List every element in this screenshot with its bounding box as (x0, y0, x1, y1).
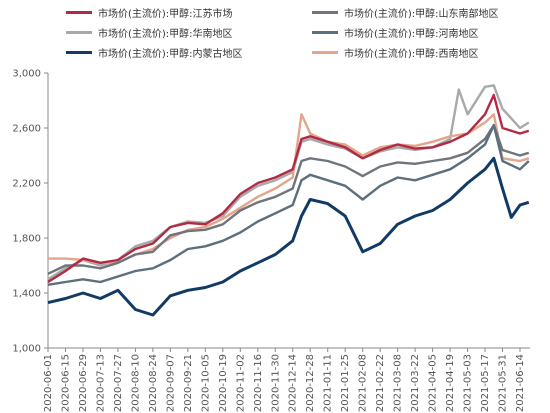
series-jiangsu-line (47, 93, 530, 284)
series-shandong-line (47, 123, 530, 275)
x-tick-label: 2020-09-21 (183, 354, 194, 412)
legend-item-henan: 市场价(主流价):甲醇:河南地区 (312, 25, 479, 40)
legend: 市场价(主流价):甲醇:江苏市场 市场价(主流价):甲醇:山东南部地区 市场价(… (0, 0, 550, 60)
x-tick-label: 2020-08-10 (130, 354, 141, 412)
x-tick-label: 2020-10-05 (200, 354, 211, 412)
y-tick-label: 1,000 (12, 344, 41, 355)
x-tick-label: 2021-05-17 (480, 354, 491, 412)
x-tick-label: 2020-07-27 (113, 354, 124, 412)
legend-item-xinan: 市场价(主流价):甲醇:西南地区 (312, 45, 479, 60)
x-tick-label: 2021-01-25 (340, 354, 351, 412)
x-tick-label: 2021-02-22 (375, 354, 386, 412)
y-tick-label: 2,600 (12, 124, 41, 135)
legend-item-shandong: 市场价(主流价):甲醇:山东南部地区 (312, 5, 499, 20)
x-tick-label: 2021-03-08 (393, 354, 404, 412)
x-tick-label: 2021-02-08 (358, 354, 369, 412)
legend-swatch-jiangsu (66, 11, 92, 14)
x-tick-label: 2020-11-30 (270, 354, 281, 412)
x-tick-label: 2021-04-05 (428, 354, 439, 412)
x-tick-label: 2020-08-24 (148, 354, 159, 412)
series-henan-line (47, 123, 530, 286)
x-tick-label: 2021-04-19 (445, 354, 456, 412)
y-axis: 1,000 1,400 1,800 2,200 2,600 3,000 (12, 69, 49, 355)
legend-swatch-shandong (312, 11, 338, 14)
x-tick-label: 2020-11-16 (253, 354, 264, 412)
series-neimenggu-line (47, 156, 530, 317)
y-tick-label: 1,400 (12, 289, 41, 300)
y-tick-label: 3,000 (12, 69, 41, 80)
x-axis: 2020-06-01 2020-06-15 2020-06-29 2020-07-13… (43, 347, 530, 412)
x-tick-label: 2020-06-29 (78, 354, 89, 412)
x-tick-label: 2020-07-13 (95, 354, 106, 412)
x-tick-label: 2021-05-03 (463, 354, 474, 412)
x-tick-label: 2020-10-19 (218, 354, 229, 412)
legend-label-xinan: 市场价(主流价):甲醇:西南地区 (344, 49, 479, 60)
legend-label-henan: 市场价(主流价):甲醇:河南地区 (344, 29, 479, 40)
legend-swatch-henan (312, 31, 338, 34)
legend-item-jiangsu: 市场价(主流价):甲醇:江苏市场 (66, 5, 233, 20)
x-tick-label: 2020-11-02 (235, 354, 246, 412)
legend-label-neimenggu: 市场价(主流价):甲醇:内蒙古地区 (98, 49, 243, 60)
legend-item-neimenggu: 市场价(主流价):甲醇:内蒙古地区 (66, 45, 243, 60)
x-tick-label: 2021-05-31 (498, 354, 509, 412)
legend-label-jiangsu: 市场价(主流价):甲醇:江苏市场 (98, 9, 233, 20)
x-tick-label: 2021-01-11 (323, 354, 334, 412)
legend-swatch-huanan (66, 31, 92, 34)
series-layer (47, 84, 530, 317)
x-tick-label: 2020-09-07 (165, 354, 176, 412)
x-tick-label: 2021-03-22 (410, 354, 421, 412)
x-tick-label: 2021-06-14 (515, 354, 526, 412)
legend-swatch-xinan (312, 51, 338, 54)
y-tick-label: 1,800 (12, 234, 41, 245)
y-tick-label: 2,200 (12, 179, 41, 190)
x-tick-label: 2020-06-15 (60, 354, 71, 412)
x-tick-label: 2020-12-28 (305, 354, 316, 412)
legend-label-shandong: 市场价(主流价):甲醇:山东南部地区 (344, 9, 499, 20)
legend-label-huanan: 市场价(主流价):甲醇:华南地区 (98, 29, 233, 40)
legend-swatch-neimenggu (66, 51, 92, 54)
series-xinan-line (48, 113, 530, 264)
x-tick-label: 2020-06-01 (43, 354, 54, 412)
series-huanan-line (47, 84, 530, 281)
legend-item-huanan: 市场价(主流价):甲醇:华南地区 (66, 25, 233, 40)
x-tick-label: 2020-12-14 (288, 354, 299, 412)
